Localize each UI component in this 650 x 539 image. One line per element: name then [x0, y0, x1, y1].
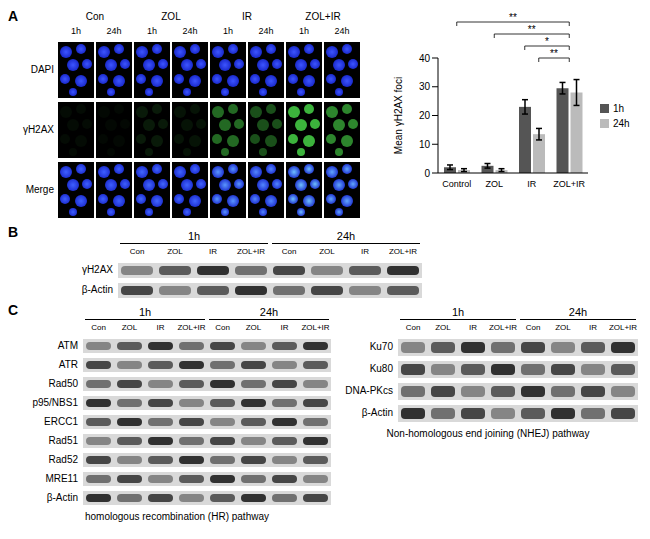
- html-text:β-Actin: β-Actin: [81, 284, 113, 295]
- html-text:C: C: [8, 302, 19, 318]
- html-text:Con: Con: [129, 247, 145, 256]
- svg-text:*: *: [545, 36, 549, 47]
- html-text:1h: 1h: [451, 306, 465, 318]
- html-text:Rad52: Rad52: [48, 454, 78, 465]
- html-text:Con: Con: [91, 323, 106, 332]
- svg-text:0: 0: [424, 168, 430, 179]
- html-text:IR: IR: [469, 323, 477, 332]
- html-text:IR: IR: [156, 323, 165, 332]
- html-text:IR: IR: [209, 247, 217, 256]
- html-text:Con: Con: [215, 323, 230, 332]
- html-text:Con: Con: [525, 323, 541, 332]
- html-text:Ku70: Ku70: [369, 341, 393, 352]
- html-text:24h: 24h: [613, 118, 630, 129]
- html-text:1h: 1h: [138, 306, 152, 318]
- html-text:24h: 24h: [182, 26, 198, 36]
- html-text:ATR: ATR: [58, 359, 78, 370]
- html-text:IR: IR: [280, 323, 289, 332]
- html-text:Con: Con: [405, 323, 421, 332]
- html-text:γH2AX: γH2AX: [22, 124, 54, 135]
- html-text:Non-homologous end joining (NH: Non-homologous end joining (NHEJ) pathwa…: [386, 428, 590, 439]
- html-text:IR: IR: [589, 323, 597, 332]
- svg-text:ZOL: ZOL: [485, 179, 503, 189]
- html-text:ZOL+IR: ZOL+IR: [608, 323, 638, 332]
- html-text:homologous recombination (HR): homologous recombination (HR) pathway: [85, 511, 269, 522]
- html-text:ATM: ATM: [57, 340, 78, 351]
- svg-text:IR: IR: [527, 179, 537, 189]
- svg-text:20: 20: [419, 110, 431, 121]
- html-text:MRE11: MRE11: [45, 473, 78, 484]
- html-text:ZOL+IR: ZOL+IR: [488, 323, 518, 332]
- html-text:DNA-PKcs: DNA-PKcs: [345, 385, 393, 396]
- html-text:1h: 1h: [613, 103, 625, 114]
- html-text:ZOL+IR: ZOL+IR: [388, 247, 418, 256]
- html-text:ZOL+IR: ZOL+IR: [305, 11, 341, 22]
- svg-text:30: 30: [419, 81, 431, 92]
- svg-text:ZOL+IR: ZOL+IR: [553, 179, 585, 189]
- html-text:ZOL: ZOL: [319, 247, 335, 256]
- html-text:24h: 24h: [568, 306, 588, 318]
- html-text:Con: Con: [281, 247, 297, 256]
- html-text:ZOL: ZOL: [167, 247, 183, 256]
- html-text:24h: 24h: [336, 230, 356, 242]
- svg-text:**: **: [528, 24, 536, 35]
- html-text:24h: 24h: [258, 26, 274, 36]
- html-text:Merge: Merge: [25, 184, 54, 195]
- svg-text:Mean γH2AX foci: Mean γH2AX foci: [393, 77, 404, 154]
- html-text:Con: Con: [85, 11, 105, 22]
- html-text:Rad50: Rad50: [48, 378, 78, 389]
- html-text:DAPI: DAPI: [30, 64, 54, 75]
- html-text:p95/NBS1: p95/NBS1: [32, 397, 78, 408]
- svg-text:Control: Control: [442, 179, 471, 189]
- svg-text:**: **: [550, 48, 558, 59]
- html-text:24h: 24h: [106, 26, 122, 36]
- html-text:ZOL+IR: ZOL+IR: [177, 323, 206, 332]
- html-text:ZOL: ZOL: [245, 323, 262, 332]
- svg-text:**: **: [509, 12, 517, 23]
- html-text:1h: 1h: [71, 26, 81, 36]
- html-text:B: B: [8, 224, 19, 240]
- html-text:24h: 24h: [259, 306, 279, 318]
- html-text:ZOL+IR: ZOL+IR: [236, 247, 266, 256]
- html-text:ZOL: ZOL: [435, 323, 451, 332]
- html-text:IR: IR: [242, 11, 252, 22]
- html-text:β-Actin: β-Actin: [46, 492, 78, 503]
- html-text:1h: 1h: [147, 26, 157, 36]
- html-text:24h: 24h: [334, 26, 350, 36]
- html-text:ZOL: ZOL: [121, 323, 138, 332]
- html-text:γH2AX: γH2AX: [81, 264, 113, 275]
- html-text:1h: 1h: [187, 230, 201, 242]
- html-text:1h: 1h: [223, 26, 233, 36]
- html-text:ZOL: ZOL: [555, 323, 571, 332]
- html-text:Rad51: Rad51: [48, 435, 78, 446]
- html-text:IR: IR: [361, 247, 369, 256]
- svg-text:10: 10: [419, 139, 431, 150]
- html-text:β-Actin: β-Actin: [361, 407, 393, 418]
- html-text:1h: 1h: [299, 26, 309, 36]
- svg-text:40: 40: [419, 53, 431, 64]
- html-text:Ku80: Ku80: [369, 363, 393, 374]
- html-text:ZOL: ZOL: [161, 11, 181, 22]
- html-text:ZOL+IR: ZOL+IR: [301, 323, 330, 332]
- html-text:ERCC1: ERCC1: [44, 416, 78, 427]
- html-text:A: A: [8, 8, 19, 24]
